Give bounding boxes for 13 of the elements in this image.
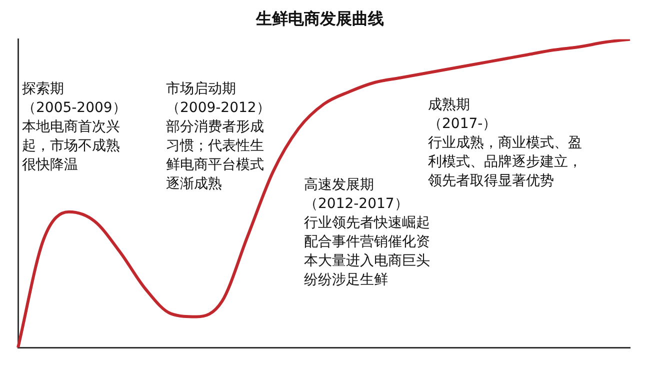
annotation: 行业成熟，商业模式、盈利模式、品牌逐步建立，领先者取得显著优势 (428, 134, 583, 191)
chart-title: 生鲜电商发展曲线 (255, 8, 384, 28)
annotation: （2012-2017） (304, 195, 408, 214)
annotation: （2005-2009） (22, 99, 126, 118)
annotation: 探索期 (22, 80, 64, 99)
annotation: 部分消费者形成习惯；代表性生鲜电商平台模式逐渐成熟 (166, 118, 265, 194)
annotation: 市场启动期 (166, 80, 236, 99)
annotation: 行业领先者快速崛起配合事件营销催化资本大量进入电商巨头纷纷涉足生鲜 (304, 214, 431, 290)
annotation: （2017-） (428, 115, 497, 134)
annotation: 成熟期 (428, 96, 470, 115)
annotation: 高速发展期 (304, 176, 374, 195)
annotation: 本地电商首次兴起，市场不成熟很快降温 (22, 118, 121, 175)
annotation: （2009-2012） (166, 99, 270, 118)
